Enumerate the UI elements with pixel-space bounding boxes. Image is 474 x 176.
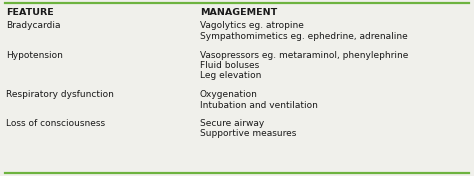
Text: Leg elevation: Leg elevation (200, 71, 261, 80)
Text: Loss of consciousness: Loss of consciousness (6, 119, 105, 128)
Text: Oxygenation: Oxygenation (200, 90, 258, 99)
Text: Hypotension: Hypotension (6, 51, 63, 59)
Text: Supportive measures: Supportive measures (200, 130, 296, 139)
Text: Secure airway: Secure airway (200, 119, 264, 128)
Text: Respiratory dysfunction: Respiratory dysfunction (6, 90, 114, 99)
Text: Fluid boluses: Fluid boluses (200, 61, 259, 70)
Text: Intubation and ventilation: Intubation and ventilation (200, 100, 318, 109)
Text: Sympathomimetics eg. ephedrine, adrenaline: Sympathomimetics eg. ephedrine, adrenali… (200, 32, 408, 41)
Text: Vasopressors eg. metaraminol, phenylephrine: Vasopressors eg. metaraminol, phenylephr… (200, 51, 409, 59)
Text: Bradycardia: Bradycardia (6, 21, 61, 30)
Text: MANAGEMENT: MANAGEMENT (200, 8, 277, 17)
Text: FEATURE: FEATURE (6, 8, 54, 17)
Text: Vagolytics eg. atropine: Vagolytics eg. atropine (200, 21, 304, 30)
